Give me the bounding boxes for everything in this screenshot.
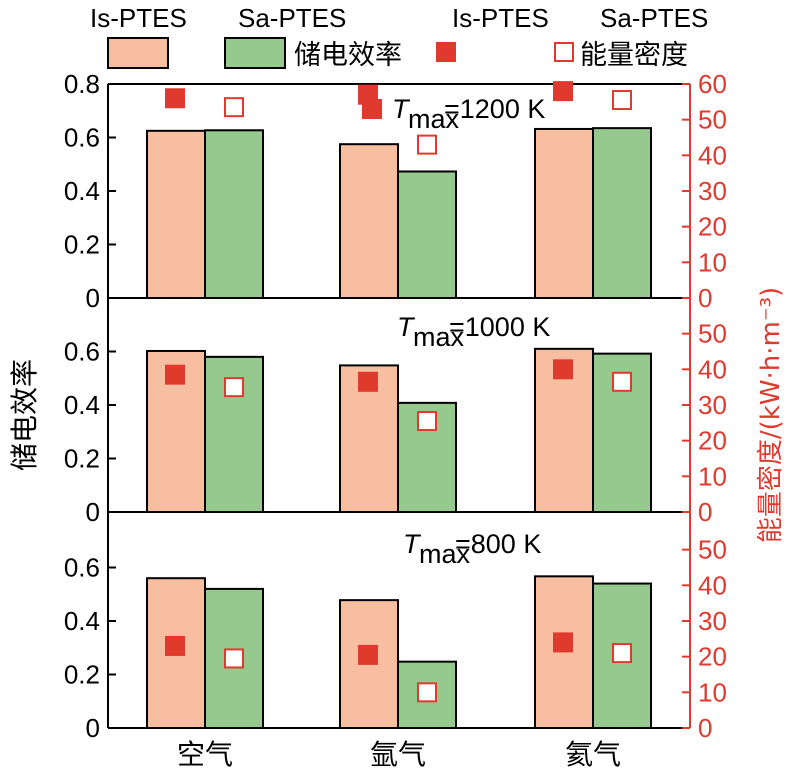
right-tick-label-p3-2: 20 — [698, 642, 727, 672]
right-tick-label-p1-6: 60 — [698, 69, 727, 99]
bar-sa-ptes-p1-helium — [592, 127, 652, 299]
right-tick-label-p1-3: 30 — [698, 176, 727, 206]
bar-sa-ptes-p3-argon — [397, 660, 457, 729]
panel-label-t-p2: T — [397, 312, 416, 342]
right-tick-label-p3-5: 50 — [698, 535, 727, 565]
panel-label-t-p3: T — [403, 529, 422, 559]
right-axis-title: 能量密度/(kW·h·m⁻³) — [756, 287, 786, 543]
right-tick-label-p2-3: 30 — [698, 390, 727, 420]
density-is-ptes-p1-air — [165, 88, 185, 109]
legend-is-ptes-label-marker: Is-PTES — [452, 3, 549, 33]
density-is-ptes-p2-air — [165, 364, 185, 385]
legend-is-ptes-swatch — [107, 37, 169, 69]
left-tick-label-p3-0: 0 — [86, 713, 100, 743]
left-tick-label-p1-0: 0 — [86, 283, 100, 313]
right-tick-label-p2-5: 50 — [698, 319, 727, 349]
density-sa-ptes-p3-air — [224, 648, 244, 669]
density-sa-ptes-p3-argon — [417, 682, 437, 703]
density-sa-ptes-p3-helium — [612, 643, 632, 664]
bar-is-ptes-p2-argon — [339, 364, 399, 513]
legend: Is-PTES Sa-PTES Is-PTES Sa-PTES 储电效率 能量密… — [90, 3, 708, 71]
right-tick-label-p1-0: 0 — [698, 283, 712, 313]
category-label-argon: 氩气 — [370, 738, 426, 771]
density-sa-ptes-p2-argon — [417, 411, 437, 432]
density-sa-ptes-p1-argon — [417, 134, 437, 155]
legend-is-ptes-label-bar: Is-PTES — [90, 3, 187, 33]
left-tick-label-p2-0: 0 — [86, 497, 100, 527]
left-tick-label-p1-4: 0.8 — [64, 69, 100, 99]
legend-sa-ptes-label-marker: Sa-PTES — [600, 3, 708, 33]
legend-sa-ptes-swatch — [224, 37, 286, 69]
right-tick-label-p1-2: 20 — [698, 212, 727, 242]
right-tick-label-p3-4: 40 — [698, 570, 727, 600]
panel-label-sub-p1: max — [408, 104, 460, 134]
left-tick-label-p2-1: 0.2 — [64, 444, 100, 474]
right-tick-label-p2-4: 40 — [698, 354, 727, 384]
density-is-ptes-p2-helium — [553, 359, 573, 380]
left-axis-title: 储电效率 — [8, 359, 41, 471]
density-is-ptes-p3-helium — [553, 632, 573, 653]
panel-label-sub-p3: max — [419, 539, 471, 569]
left-tick-label-p1-1: 0.2 — [64, 230, 100, 260]
left-tick-label-p1-2: 0.4 — [64, 176, 100, 206]
panel-label-sub-p2: max — [413, 322, 465, 352]
panel-label-rest-p2: =1000 K — [449, 312, 550, 342]
right-tick-label-p1-5: 50 — [698, 105, 727, 135]
legend-efficiency-label: 储电效率 — [294, 40, 402, 71]
panel-label-rest-p1: =1200 K — [444, 94, 545, 124]
right-tick-label-p3-0: 0 — [698, 713, 712, 743]
density-sa-ptes-p1-helium — [612, 90, 632, 111]
right-tick-label-p3-1: 10 — [698, 677, 727, 707]
category-label-helium: 氦气 — [565, 738, 621, 771]
density-sa-ptes-p2-helium — [612, 371, 632, 392]
panel-label-marker-p1 — [362, 99, 382, 119]
left-tick-label-p3-3: 0.6 — [64, 553, 100, 583]
legend-sa-ptes-label-bar: Sa-PTES — [238, 3, 346, 33]
left-tick-label-p1-3: 0.6 — [64, 123, 100, 153]
category-label-air: 空气 — [177, 738, 233, 771]
bar-sa-ptes-p1-air — [204, 129, 264, 299]
left-tick-label-p2-3: 0.6 — [64, 337, 100, 367]
density-sa-ptes-p2-air — [224, 377, 244, 398]
legend-density-label: 能量密度 — [580, 40, 688, 71]
density-is-ptes-p3-air — [165, 635, 185, 656]
right-tick-label-p2-2: 20 — [698, 426, 727, 456]
right-tick-label-p1-4: 40 — [698, 140, 727, 170]
panel-label-rest-p3: =800 K — [455, 529, 541, 559]
bar-is-ptes-p1-air — [146, 129, 206, 299]
right-tick-label-p2-0: 0 — [698, 497, 712, 527]
density-is-ptes-p3-argon — [358, 644, 378, 665]
legend-is-density-marker — [436, 42, 456, 62]
panel-label-t-p1: T — [392, 94, 411, 124]
right-tick-label-p3-3: 30 — [698, 606, 727, 636]
density-is-ptes-p1-helium — [553, 81, 573, 102]
right-tick-label-p2-1: 10 — [698, 461, 727, 491]
left-tick-label-p3-2: 0.4 — [64, 606, 100, 636]
density-is-ptes-p2-argon — [358, 371, 378, 392]
left-tick-label-p3-1: 0.2 — [64, 660, 100, 690]
bar-sa-ptes-p1-argon — [397, 170, 457, 299]
bar-is-ptes-p3-helium — [534, 575, 594, 730]
legend-sa-density-marker — [554, 42, 574, 62]
bar-is-ptes-p1-argon — [339, 143, 399, 299]
density-sa-ptes-p1-air — [224, 97, 244, 118]
right-tick-label-p1-1: 10 — [698, 247, 727, 277]
left-tick-label-p2-2: 0.4 — [64, 390, 100, 420]
bar-is-ptes-p1-helium — [534, 127, 594, 299]
